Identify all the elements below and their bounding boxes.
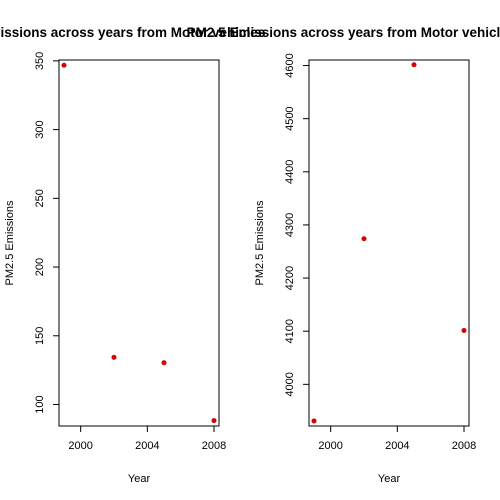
right-x-tick-label: 2008 bbox=[452, 440, 476, 452]
right-x-axis-label: Year bbox=[378, 473, 401, 485]
left-y-axis-label: PM2.5 Emissions bbox=[4, 200, 16, 285]
right-y-tick-label: 4200 bbox=[284, 266, 296, 290]
right-data-point bbox=[411, 62, 417, 68]
left-x-axis-label: Year bbox=[128, 473, 151, 485]
right-y-tick-label: 4300 bbox=[284, 213, 296, 237]
left-y-tick-label: 200 bbox=[34, 258, 46, 276]
left-data-point bbox=[111, 354, 117, 360]
chart-title-right: PM2.5 Emissions across years from Motor … bbox=[187, 25, 500, 40]
right-x-tick-label: 2000 bbox=[318, 440, 342, 452]
left-y-tick-label: 100 bbox=[34, 395, 46, 413]
right-y-tick-label: 4500 bbox=[284, 106, 296, 130]
right-data-point bbox=[361, 236, 367, 242]
left-x-tick-label: 2000 bbox=[68, 440, 92, 452]
right-y-tick-label: 4400 bbox=[284, 160, 296, 184]
left-data-point bbox=[61, 62, 67, 68]
right-plot-frame bbox=[308, 59, 470, 427]
left-data-point bbox=[161, 360, 167, 366]
left-y-tick-label: 250 bbox=[34, 189, 46, 207]
right-y-tick-label: 4100 bbox=[284, 319, 296, 343]
chart-title-left: PM2.5 Emissions across years from Motor … bbox=[0, 25, 265, 40]
left-y-tick-label: 300 bbox=[34, 120, 46, 138]
left-x-tick-label: 2004 bbox=[135, 440, 159, 452]
right-plot-panel: 2000 2004 2008 4000 4100 4200 4300 4400 4500 4600… bbox=[254, 53, 476, 485]
left-plot-panel: 2000 2004 2008 100 150 200 250 300 350 Year PM2.5 … bbox=[4, 52, 226, 485]
left-data-point bbox=[211, 418, 217, 424]
right-data-point bbox=[461, 328, 467, 334]
right-y-tick-label: 4000 bbox=[284, 372, 296, 396]
right-x-tick-label: 2004 bbox=[385, 440, 409, 452]
right-data-point bbox=[311, 418, 317, 424]
left-x-tick-label: 2008 bbox=[202, 440, 226, 452]
left-plot-frame bbox=[58, 59, 220, 427]
right-y-tick-label: 4600 bbox=[284, 53, 296, 77]
left-y-tick-label: 150 bbox=[34, 327, 46, 345]
left-y-tick-label: 350 bbox=[34, 52, 46, 70]
right-y-axis-label: PM2.5 Emissions bbox=[254, 200, 266, 285]
